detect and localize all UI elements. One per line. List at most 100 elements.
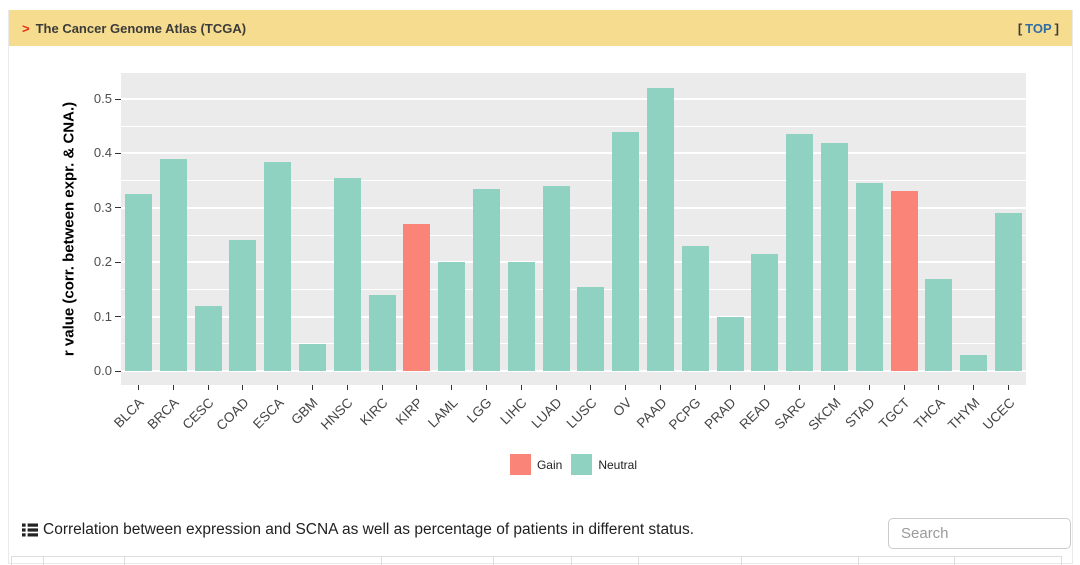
x-tick-mark [764,385,766,390]
table-top-edge [11,556,1062,565]
legend-swatch-gain [509,454,531,475]
caption-text: Correlation between expression and SCNA … [43,521,695,538]
caption-row: Correlation between expression and SCNA … [22,510,1060,550]
major-gridline [121,152,1026,155]
bar-BLCA [124,194,152,371]
bar-SKCM [821,142,849,371]
x-tick-mark [242,385,244,390]
bar-PCPG [681,245,709,371]
bar-PRAD [716,316,744,371]
x-tick-mark [660,385,662,390]
plot-area [121,73,1026,385]
bar-LGG [472,188,500,371]
section-title-line: > The Cancer Genome Atlas (TCGA) [22,21,246,36]
minor-gridline [121,125,1026,127]
x-tick-mark [938,385,940,390]
y-tick-mark [115,98,121,100]
y-tick-label: 0.1 [93,308,112,324]
bar-KIRP [403,224,431,371]
x-tick-mark [451,385,453,390]
red-arrow-icon: > [22,20,30,36]
x-tick-mark [416,385,418,390]
x-tick-mark [590,385,592,390]
x-tick-mark [1008,385,1010,390]
y-axis-title: r value (corr. between expr. & CNA.) [60,101,78,357]
x-tick-mark [277,385,279,390]
y-tick-mark [115,207,121,209]
tcga-panel: > The Cancer Genome Atlas (TCGA) [TOP] r … [8,10,1073,565]
bar-chart: r value (corr. between expr. & CNA.) 0.0… [9,46,1072,486]
legend-swatch-neutral [571,454,593,475]
x-tick-mark [799,385,801,390]
y-tick-label: 0.3 [93,199,112,215]
bar-OV [612,131,640,371]
bar-UCEC [995,213,1023,371]
table-list-icon [22,523,38,537]
x-tick-mark [381,385,383,390]
bar-TGCT [890,191,918,371]
major-gridline [121,261,1026,264]
x-tick-mark [520,385,522,390]
table-caption: Correlation between expression and SCNA … [22,521,694,539]
y-tick-label: 0.5 [93,91,112,106]
x-tick-mark [172,385,174,390]
bar-CESC [194,305,222,371]
y-tick-mark [115,261,121,263]
x-tick-mark [903,385,905,390]
bar-KIRC [368,294,396,371]
top-link-group: [TOP] [1018,21,1059,36]
bar-LUAD [542,186,570,371]
x-tick-mark [555,385,557,390]
bar-THYM [960,354,988,371]
legend-item-gain: Gain [509,454,563,475]
y-tick-label: 0.2 [93,254,112,270]
bar-STAD [855,183,883,371]
bar-THCA [925,278,953,371]
bar-HNSC [333,177,361,371]
major-gridline [121,315,1026,318]
bar-COAD [229,240,257,371]
minor-gridline [121,234,1026,236]
section-header: > The Cancer Genome Atlas (TCGA) [TOP] [9,10,1072,46]
bar-PAAD [647,88,675,371]
y-tick-label: 0.4 [93,145,112,161]
bar-SARC [786,134,814,371]
top-bracket-right: ] [1054,20,1059,36]
x-tick-mark [729,385,731,390]
y-tick-mark [115,316,121,318]
top-bracket-left: [ [1017,20,1023,36]
bar-LUSC [577,286,605,371]
x-tick-mark [973,385,975,390]
bar-LAML [438,262,466,371]
x-tick-mark [694,385,696,390]
minor-gridline [121,288,1026,290]
bar-READ [751,254,779,371]
legend-label: Neutral [598,457,638,472]
bar-LIHC [507,262,535,371]
minor-gridline [121,180,1026,182]
x-tick-mark [207,385,209,390]
major-gridline [121,370,1026,372]
legend-label: Gain [536,457,563,472]
y-tick-mark [115,152,121,154]
bar-BRCA [159,158,187,371]
minor-gridline [121,343,1026,345]
bar-GBM [298,343,326,371]
section-title: The Cancer Genome Atlas (TCGA) [35,20,247,36]
y-tick-label: 0.0 [93,363,112,378]
x-tick-mark [485,385,487,390]
bar-ESCA [264,161,292,371]
x-tick-mark [868,385,870,390]
search-input[interactable] [888,518,1071,549]
major-gridline [121,206,1026,209]
x-tick-mark [137,385,139,390]
top-link[interactable]: TOP [1025,20,1052,36]
y-tick-mark [115,370,121,372]
x-tick-mark [311,385,313,390]
chart-legend: Gain Neutral [121,454,1026,475]
major-gridline [121,98,1026,100]
legend-item-neutral: Neutral [571,454,637,475]
x-tick-mark [625,385,627,390]
x-tick-mark [834,385,836,390]
x-tick-mark [346,385,348,390]
